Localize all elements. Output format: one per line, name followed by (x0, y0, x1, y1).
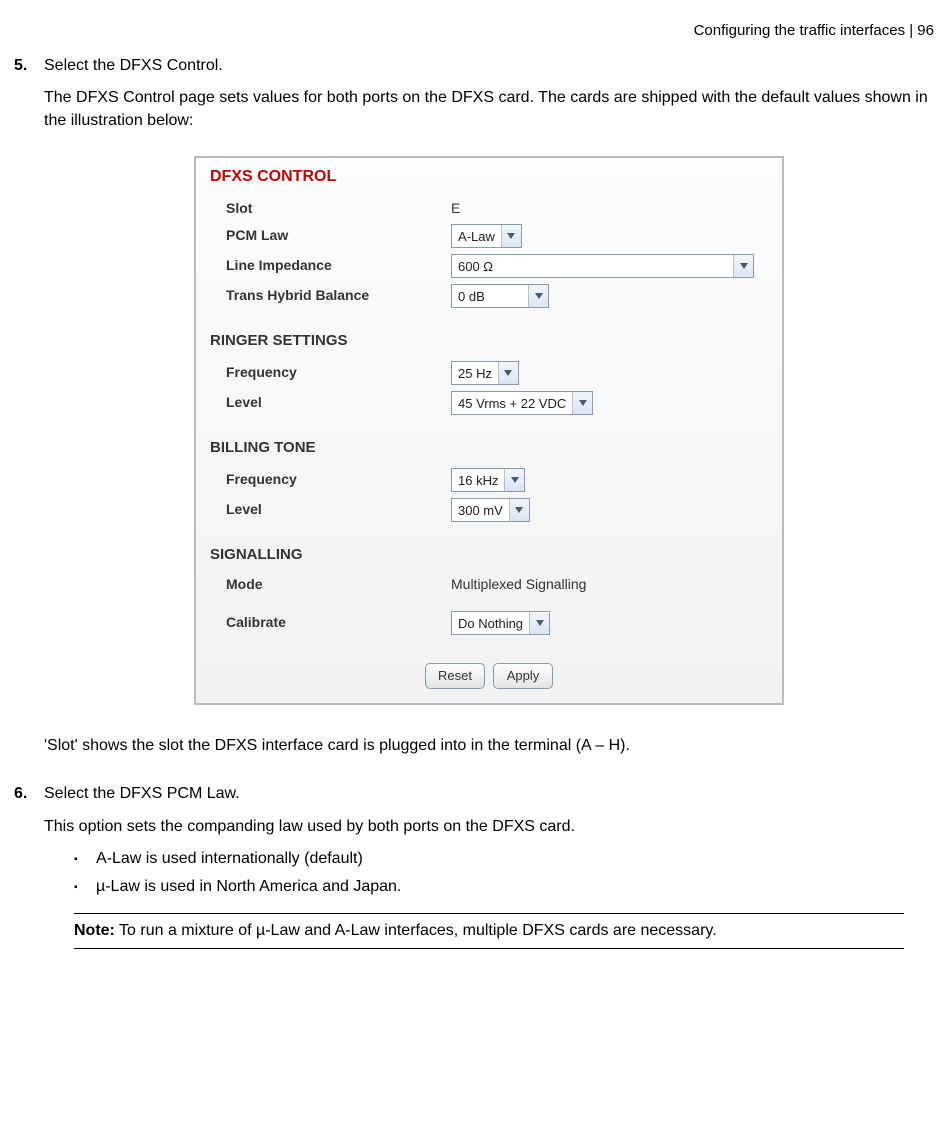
label-billing-freq: Frequency (226, 470, 451, 490)
chevron-down-icon (572, 392, 592, 414)
label-ringer-level: Level (226, 393, 451, 413)
dropdown-pcm-law-value: A-Law (452, 225, 501, 247)
row-ringer-level: Level 45 Vrms + 22 VDC (196, 391, 782, 415)
label-slot: Slot (226, 199, 451, 219)
step-5: 5. Select the DFXS Control. The DFXS Con… (14, 55, 934, 777)
dropdown-ringer-freq-value: 25 Hz (452, 362, 498, 384)
step-5-line1: Select the DFXS Control. (44, 55, 934, 77)
apply-button[interactable]: Apply (493, 663, 553, 689)
dropdown-billing-freq[interactable]: 16 kHz (451, 468, 525, 492)
chevron-down-icon (529, 612, 549, 634)
label-signalling-calibrate: Calibrate (226, 613, 451, 633)
row-billing-freq: Frequency 16 kHz (196, 468, 782, 492)
chevron-down-icon (501, 225, 521, 247)
figure-dfxs-control: DFXS CONTROL Slot E PCM Law A-Law Line I… (44, 156, 934, 705)
dropdown-pcm-law[interactable]: A-Law (451, 224, 522, 248)
button-row: Reset Apply (196, 663, 782, 689)
dropdown-billing-freq-value: 16 kHz (452, 469, 504, 491)
row-signalling-calibrate: Calibrate Do Nothing (196, 611, 782, 635)
header-text: Configuring the traffic interfaces | 96 (694, 22, 934, 39)
row-signalling-mode: Mode Multiplexed Signalling (196, 575, 782, 595)
row-pcm-law: PCM Law A-Law (196, 224, 782, 248)
dropdown-ringer-level[interactable]: 45 Vrms + 22 VDC (451, 391, 593, 415)
label-trans-hybrid: Trans Hybrid Balance (226, 286, 451, 306)
label-billing-level: Level (226, 500, 451, 520)
dropdown-billing-level[interactable]: 300 mV (451, 498, 530, 522)
row-billing-level: Level 300 mV (196, 498, 782, 522)
dropdown-signalling-calibrate[interactable]: Do Nothing (451, 611, 550, 635)
chevron-down-icon (528, 285, 548, 307)
row-line-impedance: Line Impedance 600 Ω (196, 254, 782, 278)
dropdown-signalling-calibrate-value: Do Nothing (452, 612, 529, 634)
step-6-number: 6. (14, 783, 44, 949)
chevron-down-icon (504, 469, 524, 491)
step-6-bullets: A-Law is used internationally (default) … (74, 848, 934, 899)
label-line-impedance: Line Impedance (226, 256, 451, 276)
step-5-line2: The DFXS Control page sets values for bo… (44, 87, 934, 132)
heading-billing: BILLING TONE (210, 437, 782, 458)
label-pcm-law: PCM Law (226, 226, 451, 246)
dropdown-trans-hybrid-value: 0 dB (452, 285, 491, 307)
label-signalling-mode: Mode (226, 575, 451, 595)
note-block: Note: To run a mixture of µ-Law and A-La… (74, 913, 904, 949)
value-signalling-mode: Multiplexed Signalling (451, 575, 586, 595)
label-ringer-freq: Frequency (226, 363, 451, 383)
apply-button-label: Apply (507, 667, 540, 685)
reset-button[interactable]: Reset (425, 663, 485, 689)
step-5-number: 5. (14, 55, 44, 777)
panel-title: DFXS CONTROL (210, 166, 782, 188)
note-label: Note: (74, 922, 115, 939)
chevron-down-icon (498, 362, 518, 384)
step-5-body: Select the DFXS Control. The DFXS Contro… (44, 55, 934, 777)
step-6-body: Select the DFXS PCM Law. This option set… (44, 783, 934, 949)
row-trans-hybrid: Trans Hybrid Balance 0 dB (196, 284, 782, 308)
chevron-down-icon (509, 499, 529, 521)
step-6-line2: This option sets the companding law used… (44, 816, 934, 838)
bullet-a-law: A-Law is used internationally (default) (74, 848, 934, 870)
heading-signalling: SIGNALLING (210, 544, 782, 565)
dfxs-control-panel: DFXS CONTROL Slot E PCM Law A-Law Line I… (194, 156, 784, 705)
chevron-down-icon (733, 255, 753, 277)
row-slot: Slot E (196, 199, 782, 219)
dropdown-ringer-freq[interactable]: 25 Hz (451, 361, 519, 385)
dropdown-line-impedance-value: 600 Ω (452, 255, 499, 277)
dropdown-trans-hybrid[interactable]: 0 dB (451, 284, 549, 308)
heading-ringer: RINGER SETTINGS (210, 330, 782, 351)
note-text: To run a mixture of µ-Law and A-Law inte… (115, 922, 717, 939)
dropdown-line-impedance[interactable]: 600 Ω (451, 254, 754, 278)
value-slot: E (451, 199, 460, 219)
step-6-line1: Select the DFXS PCM Law. (44, 783, 934, 805)
after-figure-text: 'Slot' shows the slot the DFXS interface… (44, 735, 934, 757)
page-header: Configuring the traffic interfaces | 96 (14, 20, 934, 41)
row-ringer-freq: Frequency 25 Hz (196, 361, 782, 385)
dropdown-billing-level-value: 300 mV (452, 499, 509, 521)
dropdown-ringer-level-value: 45 Vrms + 22 VDC (452, 392, 572, 414)
bullet-mu-law: µ-Law is used in North America and Japan… (74, 876, 934, 898)
reset-button-label: Reset (438, 667, 472, 685)
step-6: 6. Select the DFXS PCM Law. This option … (14, 783, 934, 949)
